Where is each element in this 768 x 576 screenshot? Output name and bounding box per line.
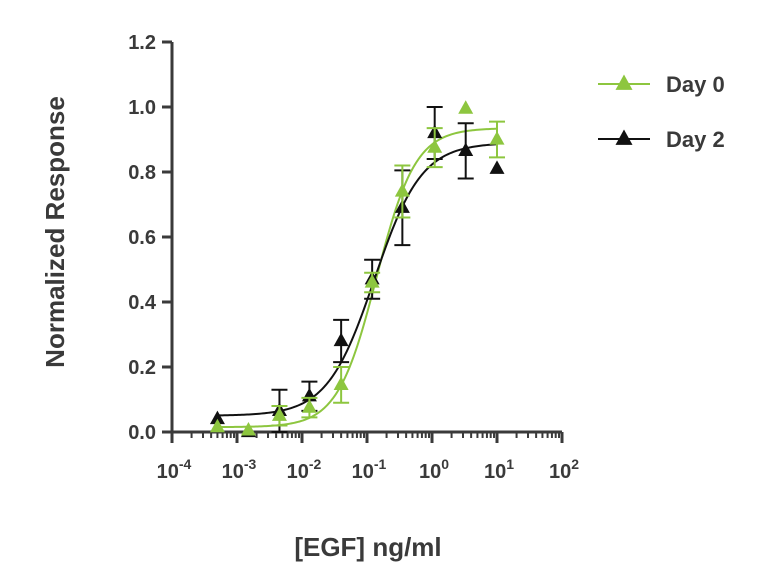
data-point-day-0 bbox=[301, 399, 317, 413]
legend-marker-day-2 bbox=[615, 129, 633, 145]
fit-curve-day-0 bbox=[217, 127, 498, 429]
data-point-day-0 bbox=[458, 100, 474, 114]
fit-curve-day-2 bbox=[217, 143, 498, 417]
data-point-day-0 bbox=[489, 131, 505, 145]
x-axis-title: [EGF] ng/ml bbox=[294, 532, 441, 562]
y-tick-label: 0.0 bbox=[128, 422, 156, 444]
data-point-day-2 bbox=[333, 332, 349, 347]
x-tick-label: 101 bbox=[484, 456, 514, 483]
data-points bbox=[209, 100, 505, 438]
y-tick-label: 0.6 bbox=[128, 227, 156, 249]
data-point-day-0 bbox=[364, 274, 380, 288]
legend-label-day-2: Day 2 bbox=[666, 127, 725, 152]
data-point-day-2 bbox=[458, 142, 474, 157]
y-ticks: 0.0 0.2 0.4 0.6 0.8 1.0 1.2 bbox=[128, 32, 172, 444]
data-point-day-0 bbox=[427, 139, 443, 153]
data-point-day-0 bbox=[333, 376, 349, 391]
fit-curves bbox=[217, 127, 498, 429]
y-axis-title: Normalized Response bbox=[40, 96, 70, 368]
y-tick-label: 0.4 bbox=[128, 292, 157, 314]
y-tick-label: 0.8 bbox=[128, 162, 156, 184]
x-tick-label: 100 bbox=[419, 456, 449, 483]
legend-marker-day-0 bbox=[615, 74, 633, 90]
data-point-day-0 bbox=[394, 183, 410, 197]
y-tick-label: 1.2 bbox=[128, 32, 156, 54]
y-tick-label: 1.0 bbox=[128, 97, 156, 119]
data-point-day-2 bbox=[209, 410, 225, 425]
data-point-day-0 bbox=[271, 407, 287, 421]
data-point-day-0 bbox=[240, 422, 256, 436]
data-point-day-0 bbox=[209, 418, 225, 433]
legend: Day 0 Day 2 bbox=[598, 72, 725, 152]
legend-label-day-0: Day 0 bbox=[666, 72, 725, 97]
y-tick-label: 0.2 bbox=[128, 357, 156, 379]
x-ticks: 10-4 10-3 10-2 10-1 100 101 102 bbox=[157, 432, 579, 483]
data-point-day-2 bbox=[489, 160, 505, 174]
x-tick-label: 10-3 bbox=[222, 456, 257, 483]
x-tick-label: 102 bbox=[549, 456, 579, 483]
axes: 0.00.20.40.60.81.01.2 10-4 10-3 10-2 10-1 10… bbox=[128, 32, 579, 483]
x-tick-label: 10-4 bbox=[157, 456, 192, 483]
x-tick-label: 10-2 bbox=[287, 456, 322, 483]
x-tick-label: 10-1 bbox=[352, 456, 387, 483]
